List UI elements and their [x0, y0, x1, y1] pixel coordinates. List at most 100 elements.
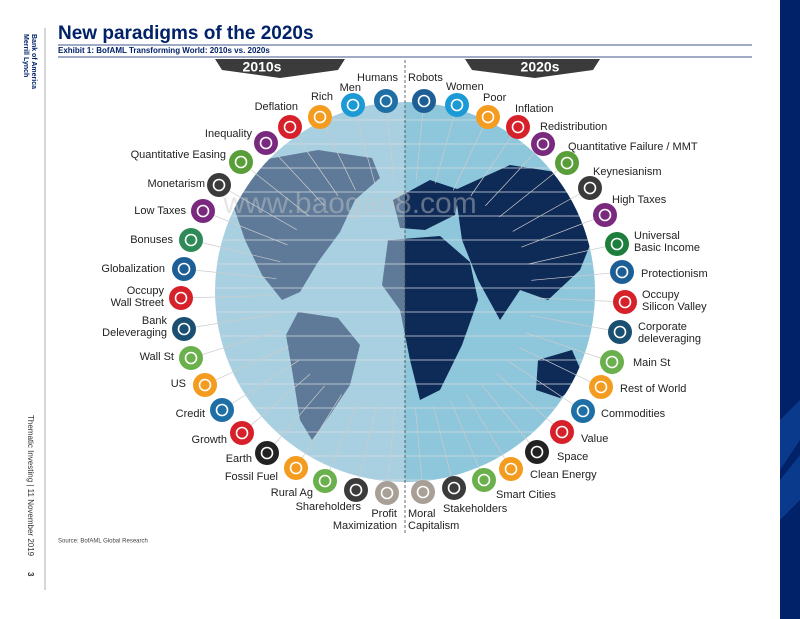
icon-glyph	[477, 473, 491, 487]
icon	[207, 173, 231, 197]
icon	[525, 440, 549, 464]
icon-glyph	[184, 351, 198, 365]
item-label: Redistribution	[540, 121, 607, 133]
icon	[169, 286, 193, 310]
item-label: Low Taxes	[134, 205, 186, 217]
icon-glyph	[417, 94, 431, 108]
item-label: Commodities	[601, 408, 666, 420]
icon	[179, 346, 203, 370]
icon-glyph	[504, 462, 518, 476]
connector	[241, 373, 311, 434]
icon-glyph	[610, 237, 624, 251]
column-header: 2010s	[243, 59, 282, 75]
item-label: Growth	[192, 434, 227, 446]
item-label: Bank	[142, 315, 168, 327]
icon	[278, 115, 302, 139]
connector	[450, 401, 485, 481]
connector	[319, 116, 356, 191]
connector	[218, 184, 297, 230]
icon	[254, 131, 278, 155]
item-label: Bonuses	[130, 234, 173, 246]
item-label: Credit	[176, 408, 205, 420]
icon	[172, 317, 196, 341]
icon-glyph	[511, 120, 525, 134]
item-label: Smart Cities	[496, 489, 556, 501]
icon	[210, 398, 234, 422]
item-label: Rich	[311, 91, 333, 103]
item-label: Quantitative Easing	[131, 149, 226, 161]
icon-glyph	[613, 325, 627, 339]
connector	[415, 408, 424, 493]
item-label: US	[171, 378, 186, 390]
icon-glyph	[615, 265, 629, 279]
item-label: Fossil Fuel	[225, 471, 278, 483]
item-label: Inequality	[205, 128, 253, 140]
connector	[180, 295, 275, 299]
brand: Bank of America	[30, 34, 37, 89]
icon	[313, 469, 337, 493]
icon	[476, 105, 500, 129]
icon	[411, 480, 435, 504]
watermark: www.baogao8.com	[222, 187, 476, 220]
item-label: Shareholders	[296, 501, 362, 513]
icon	[374, 89, 398, 113]
icon-glyph	[583, 181, 597, 195]
icon-glyph	[177, 262, 191, 276]
item-label: Poor	[483, 92, 507, 104]
item-label: Stakeholders	[443, 503, 508, 515]
icon-glyph	[318, 474, 332, 488]
icon	[193, 373, 217, 397]
icon-glyph	[536, 137, 550, 151]
item-label: Maximization	[333, 520, 397, 532]
icon	[344, 478, 368, 502]
icon	[589, 375, 613, 399]
icon-glyph	[259, 136, 273, 150]
icon-glyph	[234, 155, 248, 169]
item-label: Universal	[634, 230, 680, 242]
icon	[571, 399, 595, 423]
brand: Merrill Lynch	[22, 34, 29, 77]
item-label: Occupy	[642, 289, 680, 301]
item-label: Women	[446, 81, 484, 93]
connector	[485, 143, 544, 206]
icon	[445, 93, 469, 117]
item-label: Value	[581, 433, 608, 445]
icon-glyph	[380, 486, 394, 500]
connector	[183, 268, 277, 279]
icon-glyph	[215, 403, 229, 417]
icon	[555, 151, 579, 175]
connector	[528, 243, 618, 265]
icon-glyph	[598, 208, 612, 222]
band-pattern	[780, 400, 800, 520]
connector	[415, 100, 425, 181]
connector	[470, 126, 519, 197]
banner	[215, 59, 345, 78]
item-label: Keynesianism	[593, 166, 661, 178]
item-label: Silicon Valley	[642, 301, 707, 313]
connector	[266, 385, 325, 454]
connector	[190, 239, 281, 263]
icon-glyph	[283, 120, 297, 134]
icon	[600, 350, 624, 374]
connector	[521, 214, 606, 248]
item-label: Quantitative Failure / MMT	[568, 141, 698, 153]
icon-glyph	[174, 291, 188, 305]
icon-glyph	[560, 156, 574, 170]
connector	[265, 142, 325, 206]
side-band	[780, 0, 800, 619]
icon	[255, 441, 279, 465]
icon-glyph	[605, 355, 619, 369]
source: Source: BofAML Global Research	[58, 539, 148, 545]
banner	[465, 59, 600, 78]
icon	[179, 228, 203, 252]
icon	[442, 476, 466, 500]
connector	[533, 297, 626, 303]
icon-glyph	[349, 483, 363, 497]
connector	[204, 345, 289, 386]
connector	[496, 373, 563, 433]
connector	[519, 347, 602, 388]
icon-glyph	[177, 322, 191, 336]
icon-glyph	[594, 380, 608, 394]
icon-glyph	[416, 485, 430, 499]
